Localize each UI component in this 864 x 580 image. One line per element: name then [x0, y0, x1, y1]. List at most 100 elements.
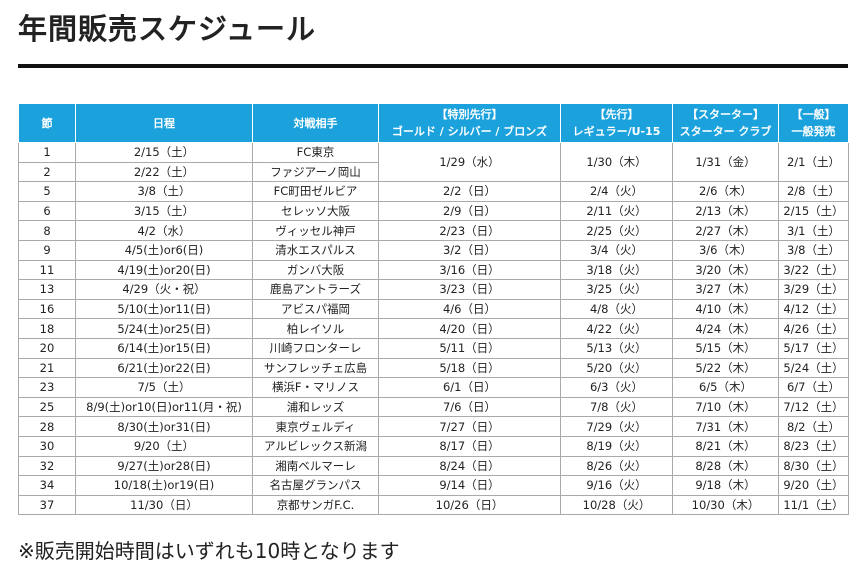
footer-note: ※販売開始時間はいずれも10時となります [18, 539, 400, 563]
table-cell: 6/14(土)or15(日) [75, 337, 253, 359]
table-cell: 4/8（火） [560, 298, 673, 320]
table-cell: 5/22（木） [672, 357, 779, 379]
table-row: 37 11/30（日） 京都サンガF.C. 10/26（日） 10/28（火） 10/30… [18, 494, 849, 516]
table-cell: 2/4（火） [560, 181, 673, 202]
table-cell: 3/27（木） [672, 279, 779, 300]
table-cell: 4/19(土)or20(日) [75, 259, 253, 281]
table-row: 34 10/18(土)or19(日) 名古屋グランパス 9/14（日） 9/16（火） 9… [18, 475, 849, 496]
table-cell: 5/15（木） [672, 337, 779, 359]
column-header: 【スターター】 スターター クラブ [672, 103, 779, 143]
table-cell: 8/30(土)or31(日) [75, 416, 253, 437]
table-body: 1 2/15（土） FC東京 1/29（水） 1/30（木） 1/31（金） 2/1（土） 2… [18, 141, 849, 516]
table-row: 5 3/8（土） FC町田ゼルビア 2/2（日） 2/4（火） 2/6（木） 2/8（土） [18, 181, 849, 202]
table-cell: 2/23（日） [378, 220, 561, 241]
table-cell: 5/17（土） [778, 337, 849, 359]
table-row: 8 4/2（水） ヴィッセル神戸 2/23（日） 2/25（火） 2/27（木） 3/1（土… [18, 220, 849, 241]
table-cell: 2/15（土） [75, 142, 253, 163]
table-cell: 7/31（木） [672, 416, 779, 437]
table-cell: 21 [18, 357, 76, 379]
table-cell: 8/23（土） [778, 435, 849, 457]
column-header-line: 【スターター】 [687, 108, 764, 121]
table-cell: 8/21（木） [672, 435, 779, 457]
table-cell: 鹿島アントラーズ [252, 279, 379, 300]
table-cell: アルビレックス新潟 [252, 435, 379, 457]
table-cell: 5 [18, 181, 76, 202]
table-cell: 4/2（水） [75, 220, 253, 241]
table-cell: 8 [18, 220, 76, 241]
table-cell: セレッソ大阪 [252, 200, 379, 222]
table-cell: 横浜F・マリノス [252, 377, 379, 398]
table-cell: 5/20（火） [560, 357, 673, 379]
table-cell: 3/8（土） [75, 181, 253, 202]
table-cell: 30 [18, 435, 76, 457]
column-header-line: 対戦相手 [293, 116, 338, 130]
column-header-line: ゴールド / シルバー / ブロンズ [391, 125, 548, 138]
table-cell: 8/26（火） [560, 455, 673, 477]
column-header-line: 【先行】 [594, 108, 639, 121]
table-cell: 川崎フロンターレ [252, 337, 379, 359]
column-header-line: レギュラー/U-15 [572, 125, 661, 138]
table-cell: 2/13（木） [672, 200, 779, 222]
table-cell: 2/8（土） [778, 181, 849, 202]
table-cell: 3/4（火） [560, 239, 673, 261]
table-cell: 1 [18, 142, 76, 163]
table-row: 1 2/15（土） FC東京 1/29（水） 1/30（木） 1/31（金） 2/1（土） [18, 141, 849, 183]
table-cell: 18 [18, 318, 76, 339]
table-cell: 11 [18, 259, 76, 281]
table-cell: ファジアーノ岡山 [252, 161, 379, 183]
table-cell: 7/10（木） [672, 396, 779, 418]
table-row: 32 9/27(土)or28(日) 湘南ベルマーレ 8/24（日） 8/26（火） 8/2… [18, 455, 849, 477]
table-cell: 1/30（木） [560, 141, 673, 183]
table-cell: 7/12（土） [778, 396, 849, 418]
table-cell: 8/28（木） [672, 455, 779, 477]
table-cell: 2 [18, 161, 76, 183]
table-cell: 10/28（火） [560, 494, 673, 516]
table-cell: 清水エスパルス [252, 239, 379, 261]
table-cell: 9/20（土） [75, 435, 253, 457]
table-cell: 2/27（木） [672, 220, 779, 241]
column-header-line: 【一般】 [791, 108, 836, 121]
table-row: 2 2/22（土） ファジアーノ岡山 [18, 161, 849, 183]
table-cell: 10/18(土)or19(日) [75, 475, 253, 496]
column-header: 節 [18, 103, 76, 143]
table-cell: 湘南ベルマーレ [252, 455, 379, 477]
table-cell: 11/30（日） [75, 494, 253, 516]
table-cell: 3/8（土） [778, 239, 849, 261]
title-rule [18, 64, 848, 68]
table-cell: 9/20（土） [778, 475, 849, 496]
table-row: 30 9/20（土） アルビレックス新潟 8/17（日） 8/19（火） 8/21（木） 8… [18, 435, 849, 457]
table-cell: 6/1（日） [378, 377, 561, 398]
table-cell: 京都サンガF.C. [252, 494, 379, 516]
table-cell: 3/18（火） [560, 259, 673, 281]
table-cell: 3/20（木） [672, 259, 779, 281]
table-cell: 3/2（日） [378, 239, 561, 261]
table-cell: ガンバ大阪 [252, 259, 379, 281]
column-header-line: 日程 [153, 116, 175, 130]
table-cell: 3/15（土） [75, 200, 253, 222]
table-cell: 3/1（土） [778, 220, 849, 241]
table-cell: 9/18（木） [672, 475, 779, 496]
table-row: 6 3/15（土） セレッソ大阪 2/9（日） 2/11（火） 2/13（木） 2/15（土… [18, 200, 849, 222]
table-cell: 4/20（日） [378, 318, 561, 339]
table-cell: 10/26（日） [378, 494, 561, 516]
column-header-line: スターター クラブ [679, 125, 772, 138]
table-cell: 浦和レッズ [252, 396, 379, 418]
table-cell: 8/19（火） [560, 435, 673, 457]
table-cell: 37 [18, 494, 76, 516]
table-cell: 3/22（土） [778, 259, 849, 281]
table-cell: 8/2（土） [778, 416, 849, 437]
table-cell: 7/5（土） [75, 377, 253, 398]
table-cell: 3/6（木） [672, 239, 779, 261]
column-header: 日程 [75, 103, 253, 143]
table-row: 23 7/5（土） 横浜F・マリノス 6/1（日） 6/3（火） 6/5（木） 6/7（土） [18, 377, 849, 398]
table-cell: 3/29（土） [778, 279, 849, 300]
table-cell: 6 [18, 200, 76, 222]
table-cell: 9 [18, 239, 76, 261]
table-row: 16 5/10(土)or11(日) アビスパ福岡 4/6（日） 4/8（火） 4/10（木… [18, 298, 849, 320]
table-row: 18 5/24(土)or25(日) 柏レイソル 4/20（日） 4/22（火） 4/24（… [18, 318, 849, 339]
table-cell: 4/24（木） [672, 318, 779, 339]
table-cell: 2/2（日） [378, 181, 561, 202]
table-cell: 28 [18, 416, 76, 437]
table-cell: アビスパ福岡 [252, 298, 379, 320]
